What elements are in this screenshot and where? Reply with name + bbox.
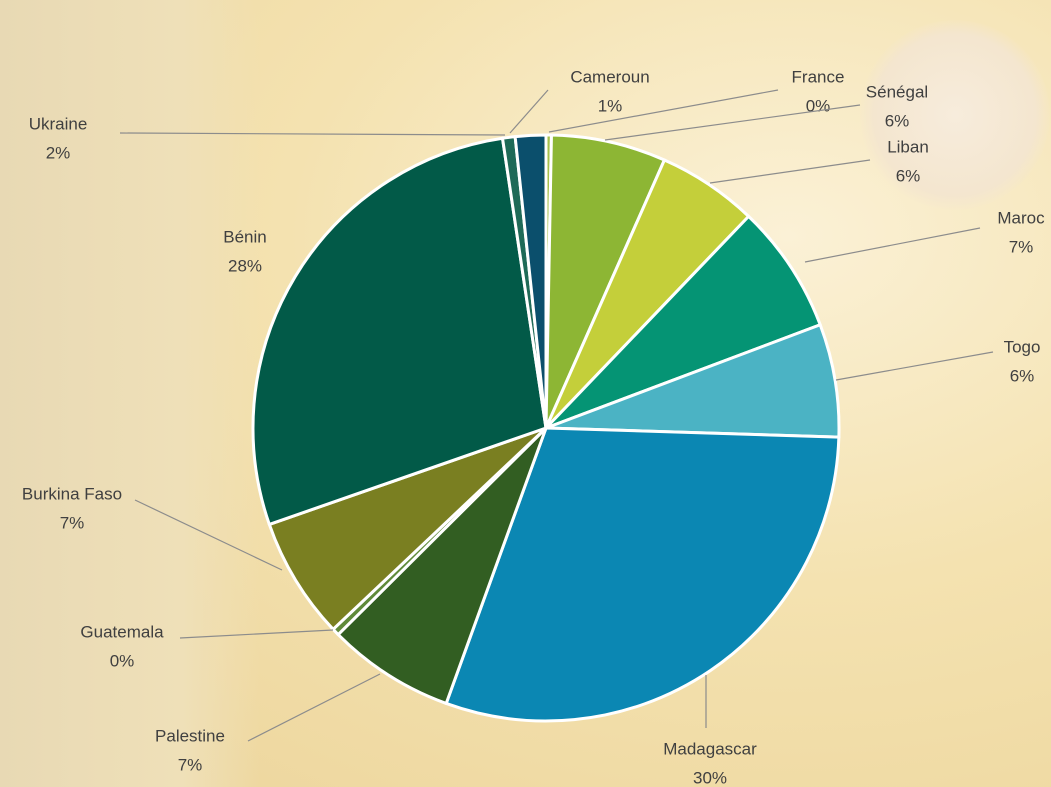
leader-line xyxy=(119,132,506,136)
pie-slice xyxy=(513,133,548,430)
slice-value-label: 30% xyxy=(693,768,727,787)
slice-label: Burkina Faso xyxy=(22,484,122,503)
leader-line xyxy=(709,159,871,184)
leader-line xyxy=(604,104,861,141)
slice-label: Guatemala xyxy=(80,622,164,641)
leader-line xyxy=(509,89,549,134)
slice-value-label: 28% xyxy=(228,256,262,275)
pie-slice xyxy=(544,214,822,430)
slice-label: Maroc xyxy=(997,208,1045,227)
slice-value-label: 6% xyxy=(896,166,921,185)
slice-value-label: 7% xyxy=(1009,237,1034,256)
slice-value-label: 1% xyxy=(598,96,623,115)
slice-label: Palestine xyxy=(155,726,225,745)
slice-value-label: 7% xyxy=(178,755,203,774)
slice-value-label: 7% xyxy=(60,513,85,532)
slice-value-label: 2% xyxy=(46,143,71,162)
slice-label: Madagascar xyxy=(663,739,757,758)
slice-value-label: 6% xyxy=(885,111,910,130)
pie-slice xyxy=(444,426,841,723)
slice-value-label: 0% xyxy=(110,651,135,670)
pie-slice xyxy=(267,426,548,631)
slice-label: Liban xyxy=(887,137,929,156)
slice-value-label: 0% xyxy=(806,96,831,115)
leader-line xyxy=(247,673,381,742)
slice-label: Sénégal xyxy=(866,82,928,101)
pie-slice xyxy=(544,133,666,430)
slice-label: Ukraine xyxy=(29,114,88,133)
slice-value-label: 6% xyxy=(1010,366,1035,385)
leader-line xyxy=(179,629,334,639)
pie-slice xyxy=(544,323,841,439)
leader-line xyxy=(548,89,779,133)
pie-slice xyxy=(336,426,548,705)
slice-label: Cameroun xyxy=(570,67,649,86)
slice-label: France xyxy=(792,67,845,86)
leader-line xyxy=(134,499,283,571)
pie-slice xyxy=(251,136,548,526)
slice-label: Bénin xyxy=(223,227,266,246)
leader-line xyxy=(804,227,981,263)
slice-label: Togo xyxy=(1004,337,1041,356)
leader-line xyxy=(835,351,994,381)
